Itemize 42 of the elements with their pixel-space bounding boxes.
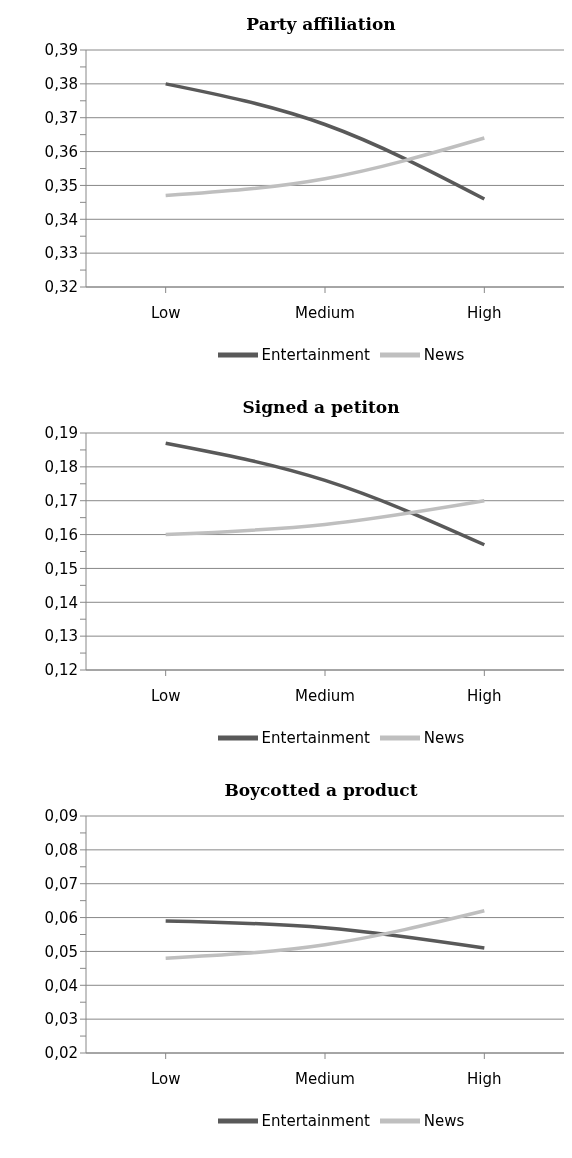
legend-label: News <box>423 345 465 364</box>
y-tick-label: 0,32 <box>44 278 78 297</box>
y-tick-label: 0,33 <box>44 244 78 263</box>
y-tick-label: 0,14 <box>44 593 78 612</box>
y-tick-label: 0,37 <box>44 109 78 128</box>
chart-title: Signed a petiton <box>241 396 401 419</box>
y-tick-label: 0,05 <box>44 942 78 961</box>
y-tick-label: 0,18 <box>44 458 78 477</box>
legend-label: Entertainment <box>261 345 370 364</box>
y-tick-label: 0,34 <box>44 210 78 229</box>
x-tick-label: Low <box>150 1069 181 1088</box>
x-tick-label: Low <box>150 686 181 705</box>
x-tick-label: High <box>467 686 502 705</box>
y-tick-label: 0,13 <box>44 627 78 646</box>
legend-label: Entertainment <box>261 728 370 747</box>
chart-title: Party affiliation <box>245 13 397 36</box>
y-tick-label: 0,12 <box>44 661 78 680</box>
x-tick-label: High <box>467 303 502 322</box>
y-tick-label: 0,02 <box>44 1044 78 1063</box>
chart-title: Boycotted a product <box>223 779 419 802</box>
legend-label: News <box>423 1111 465 1130</box>
y-tick-label: 0,15 <box>44 559 78 578</box>
y-tick-label: 0,04 <box>44 976 78 995</box>
y-tick-label: 0,39 <box>44 41 78 60</box>
x-tick-label: High <box>467 1069 502 1088</box>
y-tick-label: 0,19 <box>44 424 78 443</box>
x-tick-label: Medium <box>295 303 355 322</box>
y-tick-label: 0,16 <box>44 525 78 544</box>
y-tick-label: 0,35 <box>44 176 78 195</box>
legend-label: Entertainment <box>261 1111 370 1130</box>
y-tick-label: 0,09 <box>44 807 78 826</box>
x-tick-label: Medium <box>295 1069 355 1088</box>
legend-label: News <box>423 728 465 747</box>
y-tick-label: 0,08 <box>44 841 78 860</box>
y-tick-label: 0,36 <box>44 142 78 161</box>
x-tick-label: Low <box>150 303 181 322</box>
y-tick-label: 0,17 <box>44 492 78 511</box>
y-tick-label: 0,07 <box>44 875 78 894</box>
y-tick-label: 0,38 <box>44 75 78 94</box>
x-tick-label: Medium <box>295 686 355 705</box>
y-tick-label: 0,06 <box>44 908 78 927</box>
y-tick-label: 0,03 <box>44 1010 78 1029</box>
